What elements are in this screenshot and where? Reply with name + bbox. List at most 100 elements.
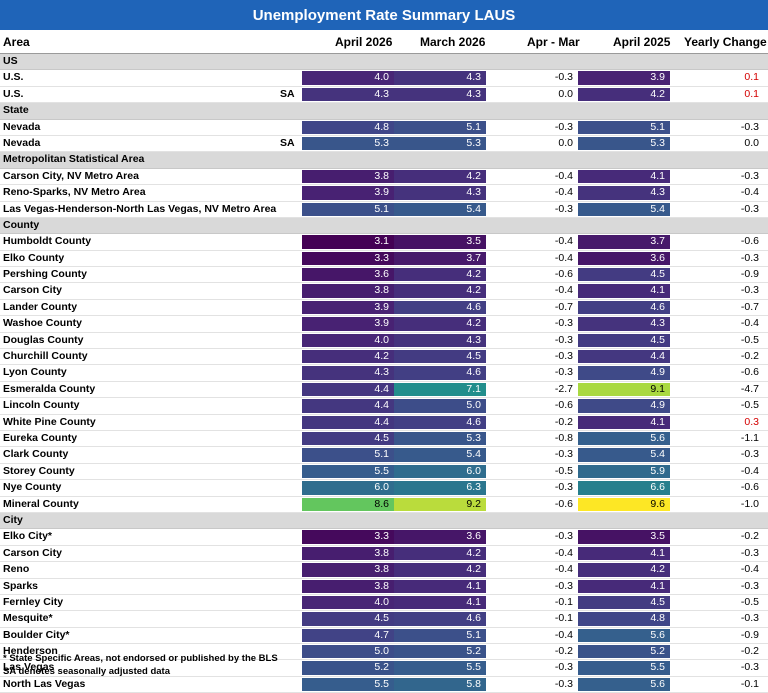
area-name: Fernley City — [3, 595, 64, 608]
table-row: Nye County 6.0 6.3 6.6 -0.3 -0.6 — [0, 480, 768, 497]
area-name: Sparks — [3, 579, 39, 592]
cell-april-2026: 5.1 — [302, 202, 394, 216]
area-name: Nevada — [3, 136, 41, 149]
table-row: Fernley City 4.0 4.1 4.5 -0.1 -0.5 — [0, 595, 768, 612]
table-title: Unemployment Rate Summary LAUS — [0, 0, 768, 30]
section-label: Metropolitan Statistical Area — [3, 153, 145, 166]
cell-april-2026: 5.0 — [302, 645, 394, 659]
cell-april-2026: 4.0 — [302, 333, 394, 348]
cell-march-2026: 4.5 — [394, 350, 486, 364]
cell-yearly-change: -0.1 — [740, 677, 759, 690]
cell-yearly-change: -0.6 — [740, 481, 759, 494]
cell-apr-mar: -0.5 — [554, 464, 573, 477]
cell-apr-mar: -0.6 — [554, 399, 573, 412]
cell-apr-mar: -0.4 — [554, 169, 573, 182]
table-row: Washoe County 3.9 4.2 4.3 -0.3 -0.4 — [0, 316, 768, 333]
cell-april-2026: 5.2 — [302, 661, 394, 675]
area-name: Mineral County — [3, 497, 79, 510]
area-name: Carson City — [3, 546, 62, 559]
table-row: Carson City 3.8 4.2 4.1 -0.4 -0.3 — [0, 546, 768, 563]
cell-march-2026: 5.3 — [394, 431, 486, 446]
cell-march-2026: 4.3 — [394, 71, 486, 85]
area-name: Pershing County — [3, 268, 88, 281]
area-name: Las Vegas — [3, 661, 55, 674]
cell-april-2025: 3.6 — [578, 251, 670, 266]
table-row: Henderson 5.0 5.2 5.2 -0.2 -0.2 — [0, 644, 768, 661]
cell-march-2026: 4.1 — [394, 579, 486, 593]
section-label: City — [3, 513, 23, 526]
area-name: Carson City, NV Metro Area — [3, 169, 139, 182]
area-name: Nevada — [3, 120, 41, 133]
header-april-2025: April 2025 — [613, 35, 671, 49]
cell-apr-mar: -0.4 — [554, 251, 573, 264]
cell-yearly-change: -0.2 — [740, 350, 759, 363]
cell-yearly-change: 0.1 — [744, 87, 759, 100]
table-row: Reno 3.8 4.2 4.2 -0.4 -0.4 — [0, 562, 768, 579]
cell-march-2026: 5.5 — [394, 661, 486, 675]
cell-april-2026: 5.5 — [302, 464, 394, 479]
cell-april-2025: 4.4 — [578, 350, 670, 364]
table-row: Esmeralda County 4.4 7.1 9.1 -2.7 -4.7 — [0, 382, 768, 399]
table-row: Lyon County 4.3 4.6 4.9 -0.3 -0.6 — [0, 365, 768, 382]
table-row: Humboldt County 3.1 3.5 3.7 -0.4 -0.6 — [0, 234, 768, 251]
cell-april-2026: 3.6 — [302, 268, 394, 282]
cell-march-2026: 4.3 — [394, 87, 486, 102]
area-name: Lyon County — [3, 366, 67, 379]
cell-april-2025: 3.5 — [578, 530, 670, 544]
table-row: Storey County 5.5 6.0 5.9 -0.5 -0.4 — [0, 464, 768, 481]
area-name: Carson City — [3, 284, 62, 297]
cell-april-2025: 5.9 — [578, 464, 670, 479]
cell-apr-mar: -0.4 — [554, 546, 573, 559]
cell-april-2025: 6.6 — [578, 481, 670, 495]
cell-yearly-change: -1.0 — [740, 497, 759, 510]
cell-april-2026: 3.8 — [302, 579, 394, 593]
cell-april-2025: 4.8 — [578, 612, 670, 626]
cell-april-2025: 5.5 — [578, 661, 670, 675]
cell-apr-mar: -0.6 — [554, 268, 573, 281]
area-name: Douglas County — [3, 333, 84, 346]
cell-april-2026: 3.8 — [302, 563, 394, 577]
cell-apr-mar: -0.3 — [554, 481, 573, 494]
header-yearly-change: Yearly Change — [684, 35, 767, 49]
cell-apr-mar: -0.3 — [554, 448, 573, 461]
cell-april-2025: 4.3 — [578, 317, 670, 331]
cell-march-2026: 4.2 — [394, 169, 486, 184]
cell-april-2025: 4.1 — [578, 415, 670, 429]
footnotes: * State Specific Areas, not endorsed or … — [3, 652, 278, 678]
cell-yearly-change: -0.5 — [740, 595, 759, 608]
cell-march-2026: 4.2 — [394, 563, 486, 577]
cell-march-2026: 6.0 — [394, 464, 486, 479]
cell-apr-mar: -0.4 — [554, 186, 573, 199]
cell-april-2025: 4.2 — [578, 87, 670, 102]
section-label: State — [3, 104, 29, 117]
cell-april-2026: 5.3 — [302, 136, 394, 151]
cell-april-2026: 3.8 — [302, 169, 394, 184]
cell-april-2025: 4.1 — [578, 169, 670, 184]
cell-april-2026: 4.0 — [302, 595, 394, 610]
cell-march-2026: 4.6 — [394, 366, 486, 380]
cell-march-2026: 4.6 — [394, 415, 486, 429]
cell-yearly-change: -0.4 — [740, 186, 759, 199]
table-row: Lincoln County 4.4 5.0 4.9 -0.6 -0.5 — [0, 398, 768, 415]
cell-apr-mar: -0.2 — [554, 645, 573, 658]
cell-march-2026: 3.5 — [394, 235, 486, 249]
table-row: Nevada 4.8 5.1 5.1 -0.3 -0.3 — [0, 120, 768, 136]
table-row: Douglas County 4.0 4.3 4.5 -0.3 -0.5 — [0, 333, 768, 350]
table-row: Elko County 3.3 3.7 3.6 -0.4 -0.3 — [0, 251, 768, 268]
area-name: Elko County — [3, 251, 65, 264]
table-row: U.S. SA 4.3 4.3 4.2 0.0 0.1 — [0, 87, 768, 104]
cell-march-2026: 5.2 — [394, 645, 486, 659]
table-row: North Las Vegas 5.5 5.8 5.6 -0.3 -0.1 — [0, 677, 768, 693]
cell-april-2026: 3.8 — [302, 546, 394, 561]
cell-april-2026: 4.7 — [302, 628, 394, 643]
table-row: Carson City, NV Metro Area 3.8 4.2 4.1 -0.4 -… — [0, 169, 768, 186]
cell-march-2026: 9.2 — [394, 497, 486, 511]
cell-march-2026: 5.4 — [394, 448, 486, 462]
cell-apr-mar: -2.7 — [554, 382, 573, 395]
cell-march-2026: 5.4 — [394, 202, 486, 216]
column-header-row: Area April 2026 March 2026 Apr - Mar Apr… — [0, 30, 768, 54]
section-label: US — [3, 55, 18, 67]
cell-yearly-change: -0.6 — [740, 366, 759, 379]
cell-apr-mar: 0.0 — [558, 87, 573, 100]
